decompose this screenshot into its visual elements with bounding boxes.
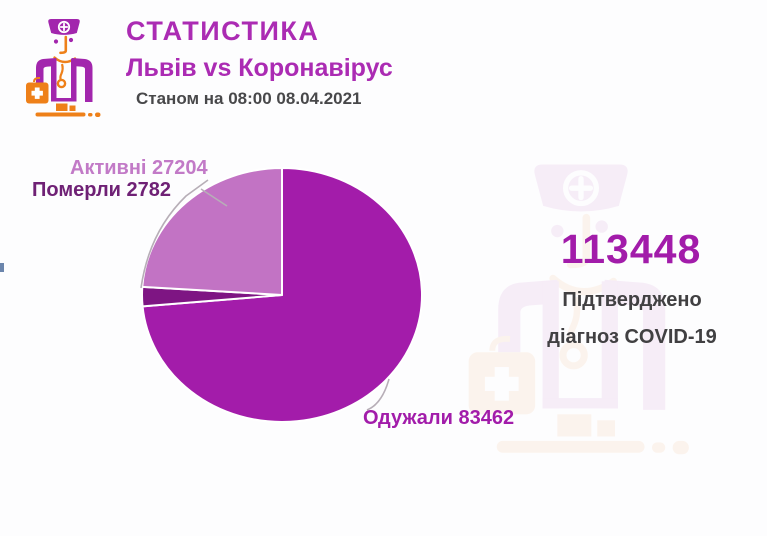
pie-label-active: Активні 27204 <box>70 157 208 179</box>
page-title: СТАТИСТИКА <box>126 16 320 46</box>
page-subtitle: Львів vs Коронавірус <box>126 54 393 82</box>
as-of-date: Станом на 08:00 08.04.2021 <box>136 89 362 108</box>
confirmed-caption: Підтверджено діагноз COVID-19 <box>501 282 763 356</box>
pie-label-died: Померли 2782 <box>32 179 172 201</box>
leader-line-died <box>140 179 209 289</box>
leader-line-recovered <box>366 378 390 411</box>
pie-chart-slices <box>141 167 423 423</box>
pie-label-recovered: Одужали 83462 <box>363 407 515 429</box>
pie-leader-lines <box>140 179 390 411</box>
confirmed-caption-line1: Підтверджено <box>562 289 702 311</box>
leader-line-active <box>200 188 228 207</box>
confirmed-caption-line2: діагноз COVID-19 <box>547 326 717 348</box>
left-edge-artifact <box>0 263 4 272</box>
confirmed-total: 113448 <box>560 226 702 272</box>
